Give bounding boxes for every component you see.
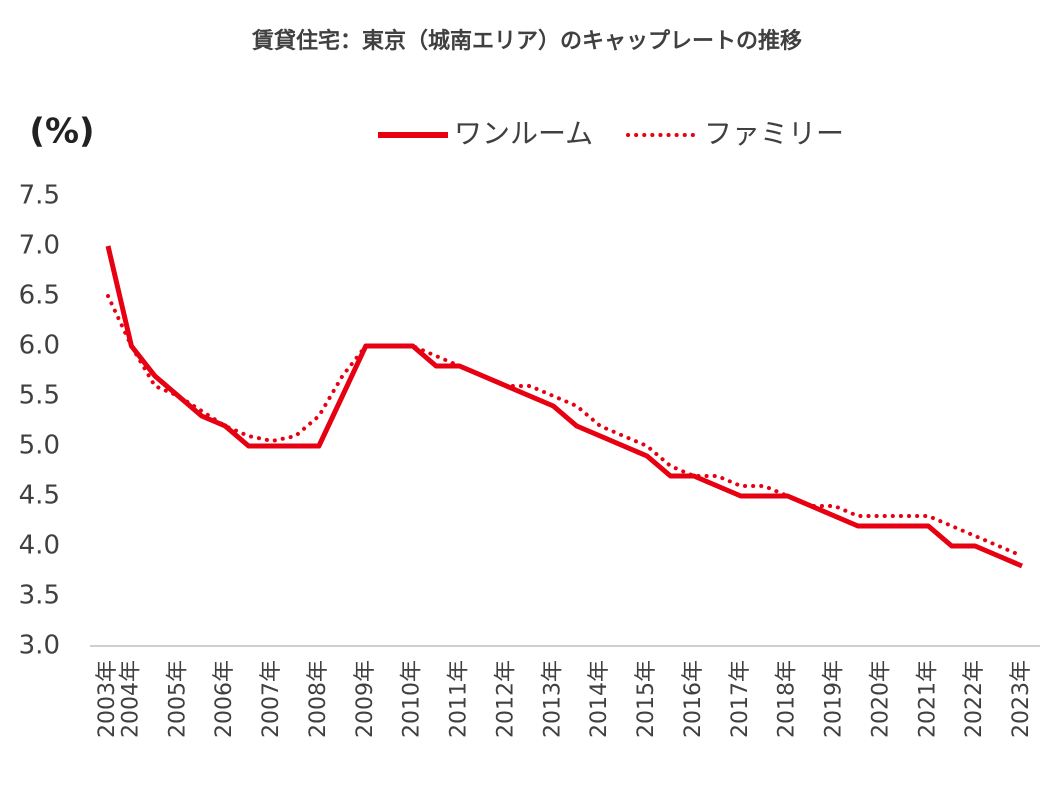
x-tick-label: 2019年 (822, 660, 847, 738)
x-tick-label: 2005年 (165, 660, 190, 738)
x-tick-label: 2015年 (634, 660, 659, 738)
x-tick-label: 2022年 (962, 660, 987, 738)
x-tick-label: 2014年 (587, 660, 612, 738)
x-tick-label: 2011年 (447, 660, 472, 738)
y-tick-label: 4.5 (19, 481, 60, 511)
y-tick-label: 4.0 (19, 531, 60, 561)
x-tick-label: 2008年 (306, 660, 331, 738)
x-tick-label: 2010年 (400, 660, 425, 738)
y-tick-label: 7.0 (19, 231, 60, 261)
chart-title: 賃貸住宅：東京（城南エリア）のキャップレートの推移 (251, 28, 802, 54)
x-tick-label: 2013年 (540, 660, 565, 738)
x-tick-label: 2023年 (1009, 660, 1034, 738)
y-tick-label: 3.0 (19, 631, 60, 661)
x-tick-label: 2012年 (493, 660, 518, 738)
x-tick-label: 2009年 (353, 660, 378, 738)
y-tick-label: 5.5 (19, 381, 60, 411)
y-tick-label: 5.0 (19, 431, 60, 461)
series-line (106, 294, 1024, 558)
x-tick-label: 2007年 (259, 660, 284, 738)
x-tick-label: 2017年 (728, 660, 753, 738)
x-tick-label: 2003年 (95, 660, 120, 738)
x-tick-label: 2004年 (118, 660, 143, 738)
series-line (105, 245, 1023, 569)
legend-label: ワンルーム (454, 117, 593, 150)
legend-label: ファミリー (704, 117, 844, 150)
y-tick-label: 3.5 (19, 581, 60, 611)
x-tick-label: 2021年 (915, 660, 940, 738)
x-tick-label: 2018年 (775, 660, 800, 738)
x-tick-label: 2006年 (212, 660, 237, 738)
y-tick-label: 6.5 (19, 281, 60, 311)
y-axis-label: (%) (29, 112, 94, 152)
y-tick-label: 7.5 (19, 181, 60, 211)
x-tick-label: 2016年 (681, 660, 706, 738)
x-tick-label: 2020年 (868, 660, 893, 738)
y-tick-label: 6.0 (19, 331, 60, 361)
